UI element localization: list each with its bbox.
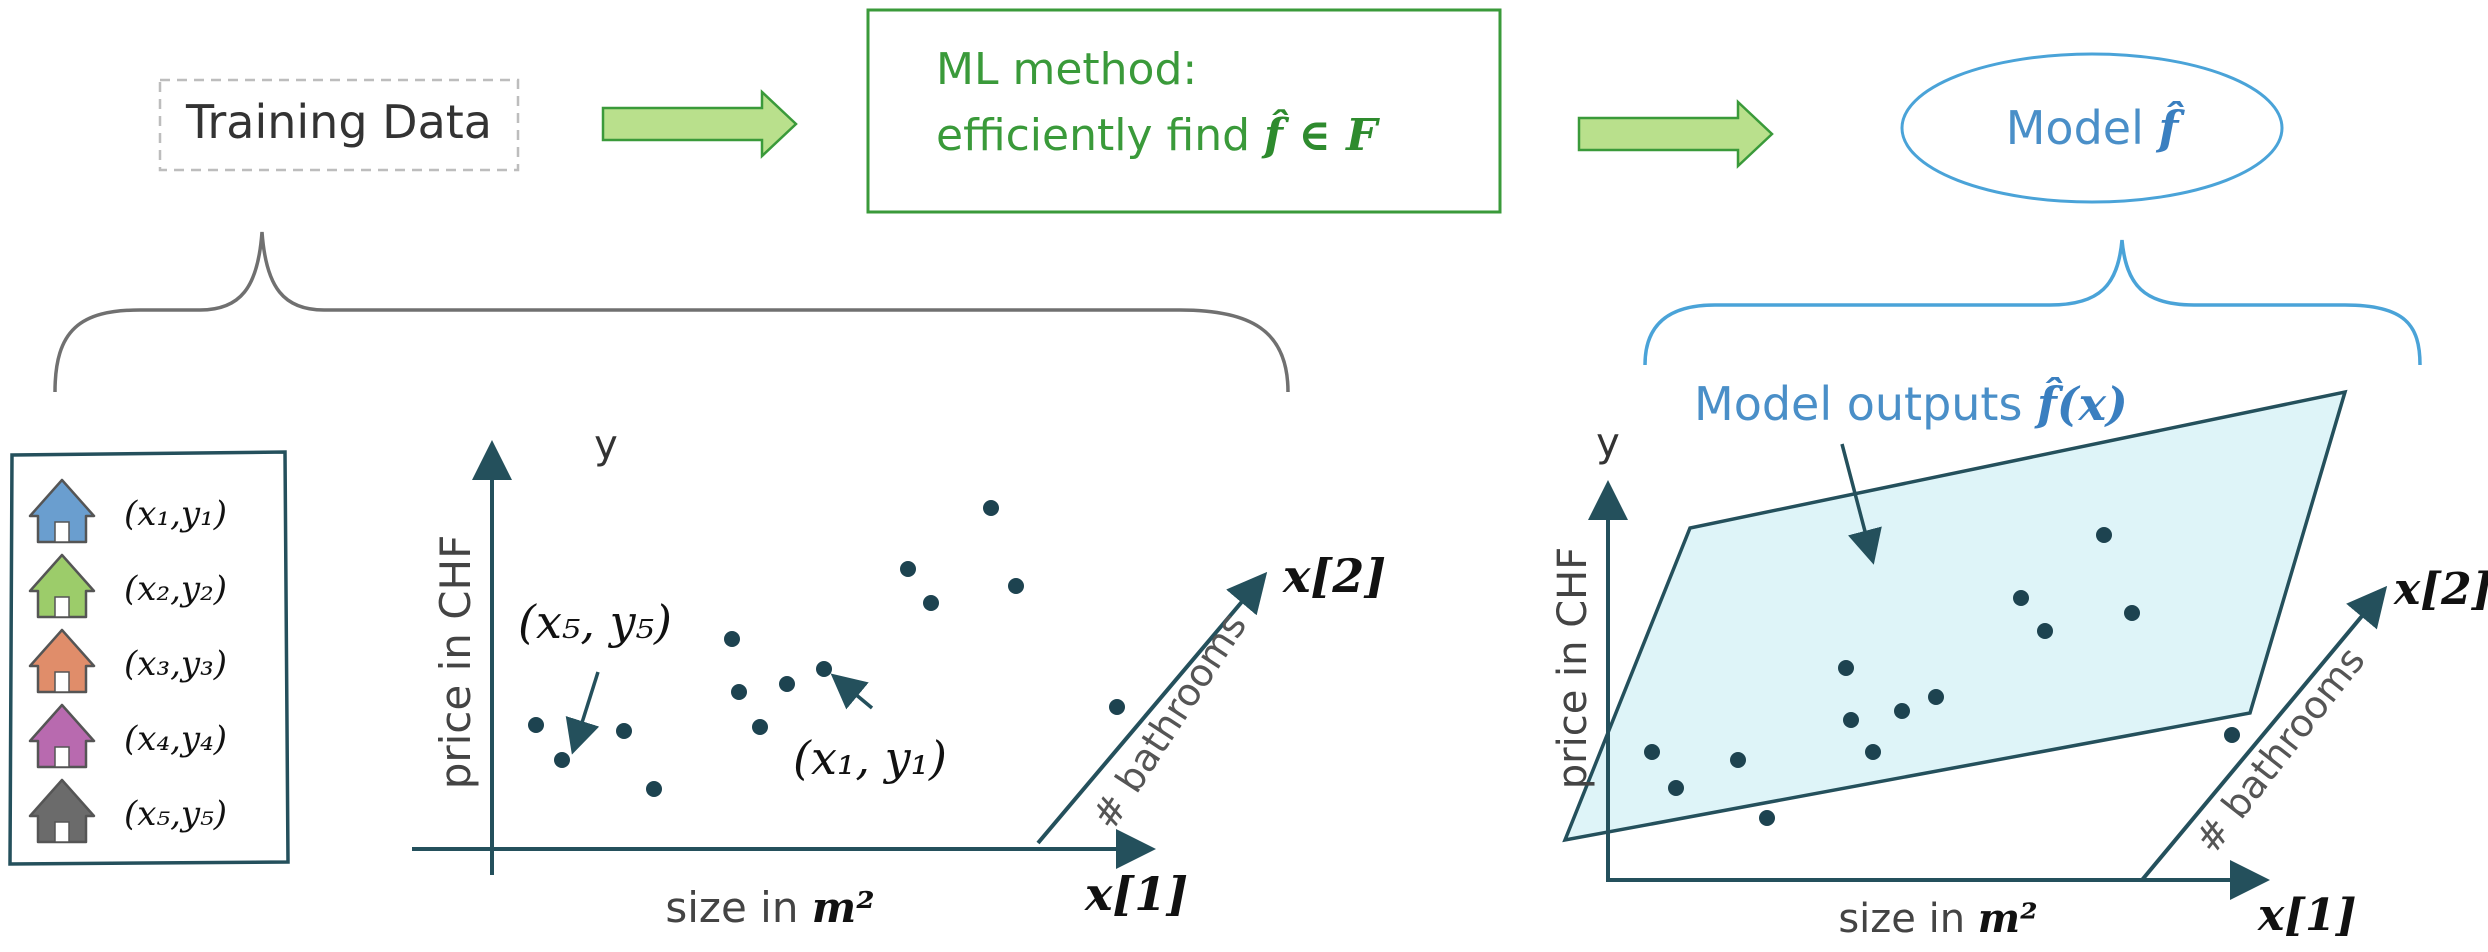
training-data-box: Training Data xyxy=(158,78,520,172)
right-x-title-prefix: size in xyxy=(1838,896,1977,942)
data-point xyxy=(752,719,768,735)
ml-method-prefix: efficiently find xyxy=(936,110,1264,161)
left-depth-axis-title: # bathrooms xyxy=(1083,605,1255,837)
legend-item: (x₄,y₄) xyxy=(28,703,227,769)
right-x1-label: x[1] xyxy=(2257,890,2356,941)
data-point xyxy=(1865,744,1881,760)
model-plane xyxy=(1562,389,2348,843)
annotation-x5-arrow xyxy=(565,671,600,755)
data-point xyxy=(1644,744,1660,760)
model-symbol: f̂ xyxy=(2155,101,2185,155)
model-outputs-arrow xyxy=(1840,443,1882,565)
flow-arrow-2 xyxy=(1577,99,1774,169)
data-point xyxy=(2096,527,2112,543)
right-plot: y price in CHF size in m² x[1] x[2] # ba… xyxy=(1550,377,2488,942)
data-point xyxy=(779,676,795,692)
right-depth-axis xyxy=(2140,585,2388,882)
model-outputs-label: Model outputs f̂(x) xyxy=(1694,377,2128,431)
data-point xyxy=(2013,590,2029,606)
left-x-title-prefix: size in xyxy=(665,883,811,932)
house-icon-purple xyxy=(28,703,96,769)
ml-method-box: ML method: efficiently find f̂ ∈ F xyxy=(866,8,1502,214)
legend-item: (x₅,y₅) xyxy=(28,778,227,844)
annotation-x1-y1: (x₁, y₁) xyxy=(793,731,947,785)
left-y-axis-title: price in CHF xyxy=(431,535,480,790)
data-point xyxy=(1668,780,1684,796)
legend-item-label: (x₃,y₃) xyxy=(124,644,227,684)
data-point xyxy=(1838,660,1854,676)
model-ellipse: Model f̂ xyxy=(1900,52,2284,204)
right-y-axis-title: price in CHF xyxy=(1550,547,1596,789)
model-prefix: Model xyxy=(2006,101,2159,155)
legend-item-label: (x₂,y₂) xyxy=(124,569,227,609)
left-x-axis-title: size in m² xyxy=(665,883,874,932)
left-x1-label: x[1] xyxy=(1084,867,1188,921)
house-icon-blue xyxy=(28,478,96,544)
training-data-label: Training Data xyxy=(185,95,492,149)
training-legend: (x₁,y₁) (x₂,y₂) (x₃,y₃) (x₄,y₄) (x₅,y₅) xyxy=(8,450,290,866)
right-x-axis-title: size in m² xyxy=(1838,895,2037,942)
left-x-title-unit: m² xyxy=(812,883,875,932)
legend-item: (x₂,y₂) xyxy=(28,553,227,619)
model-outputs-prefix: Model outputs xyxy=(1694,377,2037,431)
data-point xyxy=(724,631,740,647)
data-point xyxy=(554,752,570,768)
flow-arrow-1 xyxy=(601,89,798,159)
right-x-title-unit: m² xyxy=(1978,895,2038,942)
data-point xyxy=(900,561,916,577)
house-icon-green xyxy=(28,553,96,619)
data-point xyxy=(923,595,939,611)
data-point xyxy=(1928,689,1944,705)
right-y-label: y xyxy=(1596,420,1620,466)
data-point xyxy=(1759,810,1775,826)
legend-item-label: (x₄,y₄) xyxy=(124,719,227,759)
left-y-label: y xyxy=(594,422,618,468)
house-icon-orange xyxy=(28,628,96,694)
right-x2-label: x[2] xyxy=(2393,564,2488,615)
house-icon-gray xyxy=(28,778,96,844)
left-depth-axis xyxy=(1036,571,1268,845)
data-point xyxy=(731,684,747,700)
data-point xyxy=(1109,699,1125,715)
data-point xyxy=(2037,623,2053,639)
left-brace xyxy=(53,231,1290,393)
legend-item: (x₃,y₃) xyxy=(28,628,227,694)
data-point xyxy=(816,661,832,677)
ml-method-line2: efficiently find f̂ ∈ F xyxy=(936,108,1380,161)
data-point xyxy=(1843,712,1859,728)
right-brace xyxy=(1643,239,2422,366)
model-label: Model f̂ xyxy=(2006,101,2186,155)
data-point xyxy=(983,500,999,516)
legend-item: (x₁,y₁) xyxy=(28,478,227,544)
ml-method-line1: ML method: xyxy=(936,44,1197,95)
data-point xyxy=(1008,578,1024,594)
data-point xyxy=(528,717,544,733)
legend-item-label: (x₅,y₅) xyxy=(124,794,227,834)
annotation-x1-arrow xyxy=(830,673,874,710)
left-plot: y price in CHF size in m² x[1] x[2] # ba… xyxy=(412,422,1386,932)
left-x2-label: x[2] xyxy=(1282,549,1386,603)
data-point xyxy=(616,723,632,739)
data-point xyxy=(646,781,662,797)
model-outputs-formula: f̂(x) xyxy=(2034,377,2128,431)
ml-method-formula: f̂ ∈ F xyxy=(1261,108,1380,161)
legend-item-label: (x₁,y₁) xyxy=(124,494,227,534)
data-point xyxy=(1894,703,1910,719)
annotation-x5-y5: (x₅, y₅) xyxy=(518,595,672,649)
data-point xyxy=(2124,605,2140,621)
data-point xyxy=(2224,727,2240,743)
data-point xyxy=(1730,752,1746,768)
